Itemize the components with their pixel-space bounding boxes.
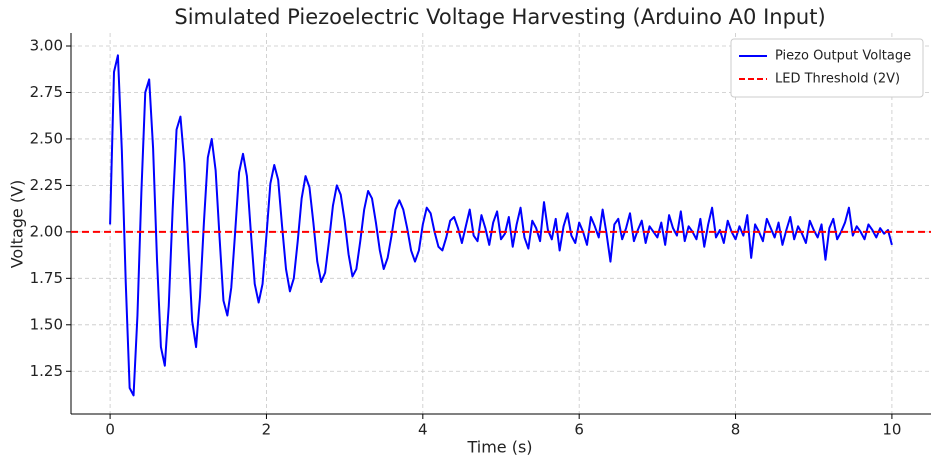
y-tick-label: 2.00 <box>30 222 63 240</box>
y-tick-label: 1.50 <box>30 315 63 333</box>
y-tick-label: 3.00 <box>30 37 63 55</box>
line-series <box>109 54 893 397</box>
y-tick-label: 2.25 <box>30 176 63 194</box>
y-tick-label: 2.50 <box>30 129 63 147</box>
x-tick-label: 2 <box>262 421 272 439</box>
legend-label: Piezo Output Voltage <box>775 49 911 64</box>
y-tick-label: 1.75 <box>30 269 63 287</box>
legend-label: LED Threshold (2V) <box>775 72 900 87</box>
y-tick-label: 1.25 <box>30 362 63 380</box>
x-axis-label: Time (s) <box>466 438 532 457</box>
x-tick-label: 10 <box>882 421 901 439</box>
x-tick-label: 8 <box>731 421 741 439</box>
x-tick-label: 6 <box>574 421 584 439</box>
y-axis-label: Voltage (V) <box>8 180 27 269</box>
x-tick-label: 0 <box>105 421 115 439</box>
x-tick-label: 4 <box>418 421 428 439</box>
legend-box <box>730 38 924 98</box>
y-tick-label: 2.75 <box>30 83 63 101</box>
chart-title: Simulated Piezoelectric Voltage Harvesti… <box>174 5 825 29</box>
